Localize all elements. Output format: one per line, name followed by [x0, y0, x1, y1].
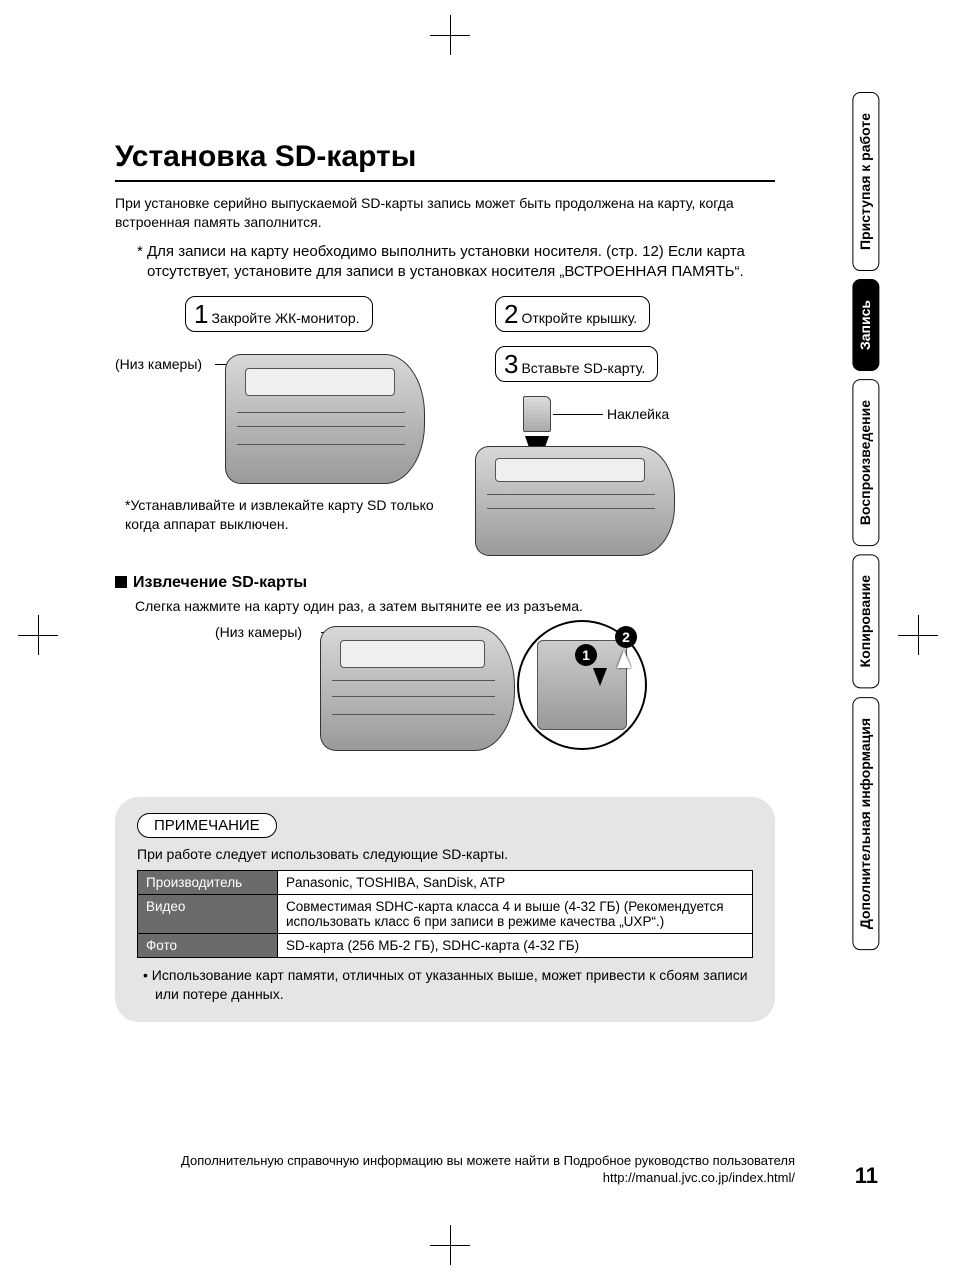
eject-heading: Извлечение SD-карты	[115, 574, 775, 592]
table-row: Видео Совместимая SDHC-карта класса 4 и …	[138, 895, 753, 934]
th-photo: Фото	[138, 934, 278, 958]
table-row: Производитель Panasonic, TOSHIBA, SanDis…	[138, 871, 753, 895]
crop-mark	[38, 615, 39, 655]
page-content: Установка SD-карты При установке серийно…	[115, 140, 775, 1022]
step-1-text: Закройте ЖК-монитор.	[211, 310, 359, 326]
table-row: Фото SD-карта (256 МБ-2 ГБ), SDHC-карта …	[138, 934, 753, 958]
side-tabs: Приступая к работе Запись Воспроизведени…	[852, 92, 882, 958]
step-2-box: 2 Откройте крышку.	[495, 296, 650, 332]
step-3-text: Вставьте SD-карту.	[521, 360, 645, 376]
td-video: Совместимая SDHC-карта класса 4 и выше (…	[278, 895, 753, 934]
tab-playback[interactable]: Воспроизведение	[852, 379, 879, 546]
step-1-number: 1	[194, 301, 208, 327]
th-manufacturer: Производитель	[138, 871, 278, 895]
td-photo: SD-карта (256 МБ-2 ГБ), SDHC-карта (4-32…	[278, 934, 753, 958]
eject-text: Слегка нажмите на карту один раз, а зате…	[135, 598, 775, 614]
tab-more-info[interactable]: Дополнительная информация	[852, 697, 879, 950]
bottom-of-camera-label-1: (Низ камеры)	[115, 356, 202, 372]
sd-card-icon	[523, 396, 551, 432]
install-diagram: 1 Закройте ЖК-монитор. (Низ камеры) 2 От…	[115, 296, 775, 556]
leader-line	[553, 414, 603, 415]
note-badge: ПРИМЕЧАНИЕ	[137, 813, 277, 838]
note-intro: При работе следует использовать следующи…	[137, 846, 753, 862]
step-3-box: 3 Вставьте SD-карту.	[495, 346, 658, 382]
step-2-number: 2	[504, 301, 518, 327]
crop-mark	[450, 1225, 451, 1265]
th-video: Видео	[138, 895, 278, 934]
pull-arrow-icon	[617, 650, 631, 668]
square-bullet-icon	[115, 576, 127, 588]
star-note: * Для записи на карту необходимо выполни…	[137, 242, 775, 283]
td-manufacturer: Panasonic, TOSHIBA, SanDisk, ATP	[278, 871, 753, 895]
eject-diagram: (Низ камеры) 1 2	[115, 620, 775, 775]
bottom-of-camera-label-2: (Низ камеры)	[215, 624, 302, 640]
step-3-number: 3	[504, 351, 518, 377]
tab-getting-started[interactable]: Приступая к работе	[852, 92, 879, 271]
page-number: 11	[855, 1163, 878, 1189]
crop-mark	[918, 615, 919, 655]
note-panel: ПРИМЕЧАНИЕ При работе следует использова…	[115, 797, 775, 1022]
star-note-text: Для записи на карту необходимо выполнить…	[147, 243, 745, 280]
sticker-label: Наклейка	[607, 406, 669, 422]
page-title: Установка SD-карты	[115, 140, 775, 182]
crop-mark	[450, 15, 451, 55]
sd-spec-table: Производитель Panasonic, TOSHIBA, SanDis…	[137, 870, 753, 958]
camera-illustration-1	[225, 354, 425, 484]
step-2-text: Откройте крышку.	[521, 310, 637, 326]
tab-copying[interactable]: Копирование	[852, 554, 879, 688]
footer-text: Дополнительную справочную информацию вы …	[115, 1153, 795, 1187]
install-footnote: *Устанавливайте и извлекайте карту SD то…	[125, 496, 465, 534]
tab-recording[interactable]: Запись	[852, 279, 879, 371]
intro-text: При установке серийно выпускаемой SD-кар…	[115, 194, 775, 232]
camera-illustration-2	[475, 446, 675, 556]
step-1-box: 1 Закройте ЖК-монитор.	[185, 296, 373, 332]
push-arrow-icon	[593, 668, 607, 686]
camera-illustration-3	[320, 626, 515, 751]
note-bullet: • Использование карт памяти, отличных от…	[143, 966, 753, 1004]
